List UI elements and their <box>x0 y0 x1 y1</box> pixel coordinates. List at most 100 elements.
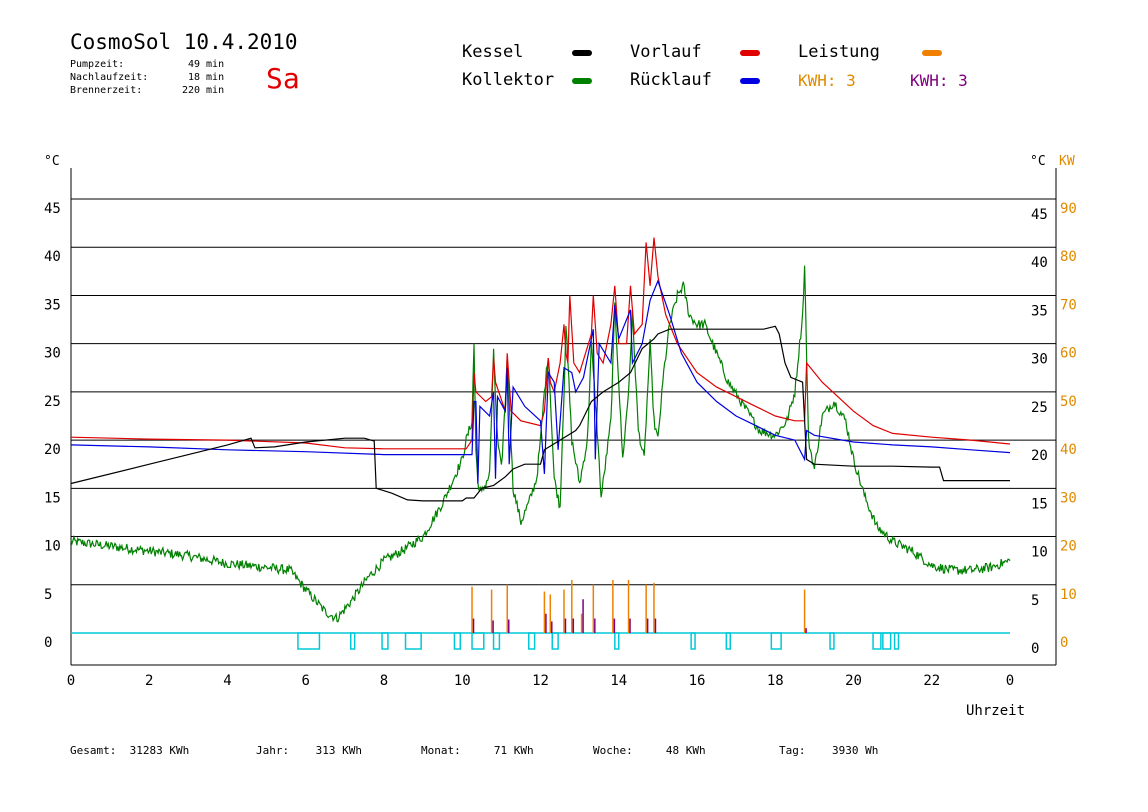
kwh-orange: KWH: 3 <box>798 71 856 90</box>
footer-label: Tag: <box>779 744 806 757</box>
kwh-purple-label: KWH: <box>910 71 949 90</box>
footer-tag: Tag: 3930 Wh <box>779 744 878 757</box>
x-tick-label: 22 <box>923 673 940 689</box>
pump-pulse <box>614 632 620 650</box>
y-tick-label-left: 0 <box>44 635 52 651</box>
axes <box>70 168 1057 666</box>
series-line-vorlauf <box>70 237 1011 450</box>
stat-row-pumpzeit: Pumpzeit: 49 min <box>70 58 224 71</box>
pump-pulse <box>404 632 422 650</box>
kwh-purple-value: 3 <box>958 71 968 90</box>
stats-block: Pumpzeit: 49 min Nachlaufzeit: 18 min Bren… <box>70 58 224 97</box>
footer-value: 71 KWh <box>493 744 534 757</box>
stat-value: 220 <box>181 85 200 96</box>
footer-woche: Woche: 48 KWh <box>593 744 706 757</box>
kwh-orange-label: KWH: <box>798 71 837 90</box>
pump-pulse <box>453 632 462 650</box>
footer-label: Monat: <box>421 744 461 757</box>
legend-kollektor-swatch <box>572 78 592 84</box>
y-axis-unit-left: °C <box>44 154 60 169</box>
series-line-kollektor <box>70 265 1011 623</box>
y-tick-label-right: 40 <box>1031 255 1048 271</box>
legend-leistung-swatch <box>922 50 942 56</box>
pump-pulse <box>829 632 835 650</box>
pump-pulse <box>770 632 782 650</box>
y-tick-label-left: 25 <box>44 394 61 410</box>
y2-tick-label: 40 <box>1060 442 1077 458</box>
pump-pulse <box>349 632 356 650</box>
x-tick-label: 20 <box>845 673 862 689</box>
x-tick-label: 12 <box>532 673 549 689</box>
x-tick-label: 14 <box>610 673 627 689</box>
pump-pulse <box>725 632 732 650</box>
y2-axis-unit: KW <box>1059 154 1075 169</box>
grid-lines <box>71 198 1056 586</box>
pump-pulse <box>381 632 389 650</box>
x-tick-label: 0 <box>1006 673 1014 689</box>
legend-vorlauf-swatch <box>740 50 760 56</box>
y2-tick-label: 30 <box>1060 490 1077 506</box>
footer-value: 3930 Wh <box>832 744 879 757</box>
kwh-purple: KWH: 3 <box>910 71 968 90</box>
y2-tick-label: 80 <box>1060 249 1077 265</box>
pump-pulse <box>872 632 882 650</box>
footer-label: Gesamt: <box>70 744 117 757</box>
y2-tick-label: 50 <box>1060 394 1077 410</box>
y-tick-label-left: 40 <box>44 249 61 265</box>
footer-label: Woche: <box>593 744 633 757</box>
footer-value: 31283 KWh <box>129 744 190 757</box>
y-tick-label-right: 30 <box>1031 352 1048 368</box>
y-tick-label-right: 0 <box>1031 641 1039 657</box>
weekday-label: Sa <box>266 62 300 95</box>
pump-pulse <box>893 632 900 650</box>
x-tick-label: 8 <box>380 673 388 689</box>
stat-row-brennerzeit: Brennerzeit: 220 min <box>70 84 224 97</box>
stat-unit: min <box>206 72 225 83</box>
y-tick-label-right: 45 <box>1031 207 1048 223</box>
pump-pulse <box>471 632 485 650</box>
y2-tick-label: 60 <box>1060 346 1077 362</box>
pump-pulse <box>882 632 892 650</box>
y-tick-label-right: 35 <box>1031 303 1048 319</box>
x-tick-label: 16 <box>689 673 706 689</box>
stat-value: 18 <box>187 72 200 83</box>
footer-value: 48 KWh <box>665 744 706 757</box>
y-tick-label-left: 15 <box>44 490 61 506</box>
stat-label: Pumpzeit: <box>70 59 125 70</box>
stat-unit: min <box>206 59 225 70</box>
y2-tick-label: 90 <box>1060 201 1077 217</box>
x-tick-label: 6 <box>302 673 310 689</box>
legend-vorlauf-label: Vorlauf <box>630 42 702 62</box>
footer-monat: Monat: 71 KWh <box>421 744 534 757</box>
y-tick-label-right: 25 <box>1031 400 1048 416</box>
stat-label: Nachlaufzeit: <box>70 72 149 83</box>
footer-value: 313 KWh <box>315 744 362 757</box>
legend-leistung-label: Leistung <box>798 42 880 62</box>
legend-ruecklauf-swatch <box>740 78 760 84</box>
pump-indicator <box>297 632 900 650</box>
y-tick-label-left: 45 <box>44 201 61 217</box>
series-line-kessel <box>70 325 1010 502</box>
x-tick-label: 2 <box>145 673 153 689</box>
y-tick-label-left: 35 <box>44 297 61 313</box>
x-tick-label: 10 <box>454 673 471 689</box>
kwh-orange-value: 3 <box>846 71 856 90</box>
chart-title: CosmoSol 10.4.2010 <box>70 30 298 54</box>
legend-kessel-swatch <box>572 50 592 56</box>
y2-tick-label: 0 <box>1060 635 1068 651</box>
x-axis-label: Uhrzeit <box>966 703 1025 719</box>
y2-tick-label: 20 <box>1060 539 1077 555</box>
legend-kessel-label: Kessel <box>462 42 524 62</box>
pump-pulse <box>551 632 559 650</box>
pump-pulse <box>297 632 321 650</box>
series-line-ruecklauf <box>70 279 1011 484</box>
series-lines <box>70 237 1011 623</box>
stat-row-nachlaufzeit: Nachlaufzeit: 18 min <box>70 71 224 84</box>
y-tick-label-left: 20 <box>44 442 61 458</box>
footer-gesamt: Gesamt: 31283 KWh <box>70 744 189 757</box>
power-spikes <box>471 579 807 633</box>
y-tick-label-left: 10 <box>44 539 61 555</box>
y2-tick-label: 10 <box>1060 587 1077 603</box>
